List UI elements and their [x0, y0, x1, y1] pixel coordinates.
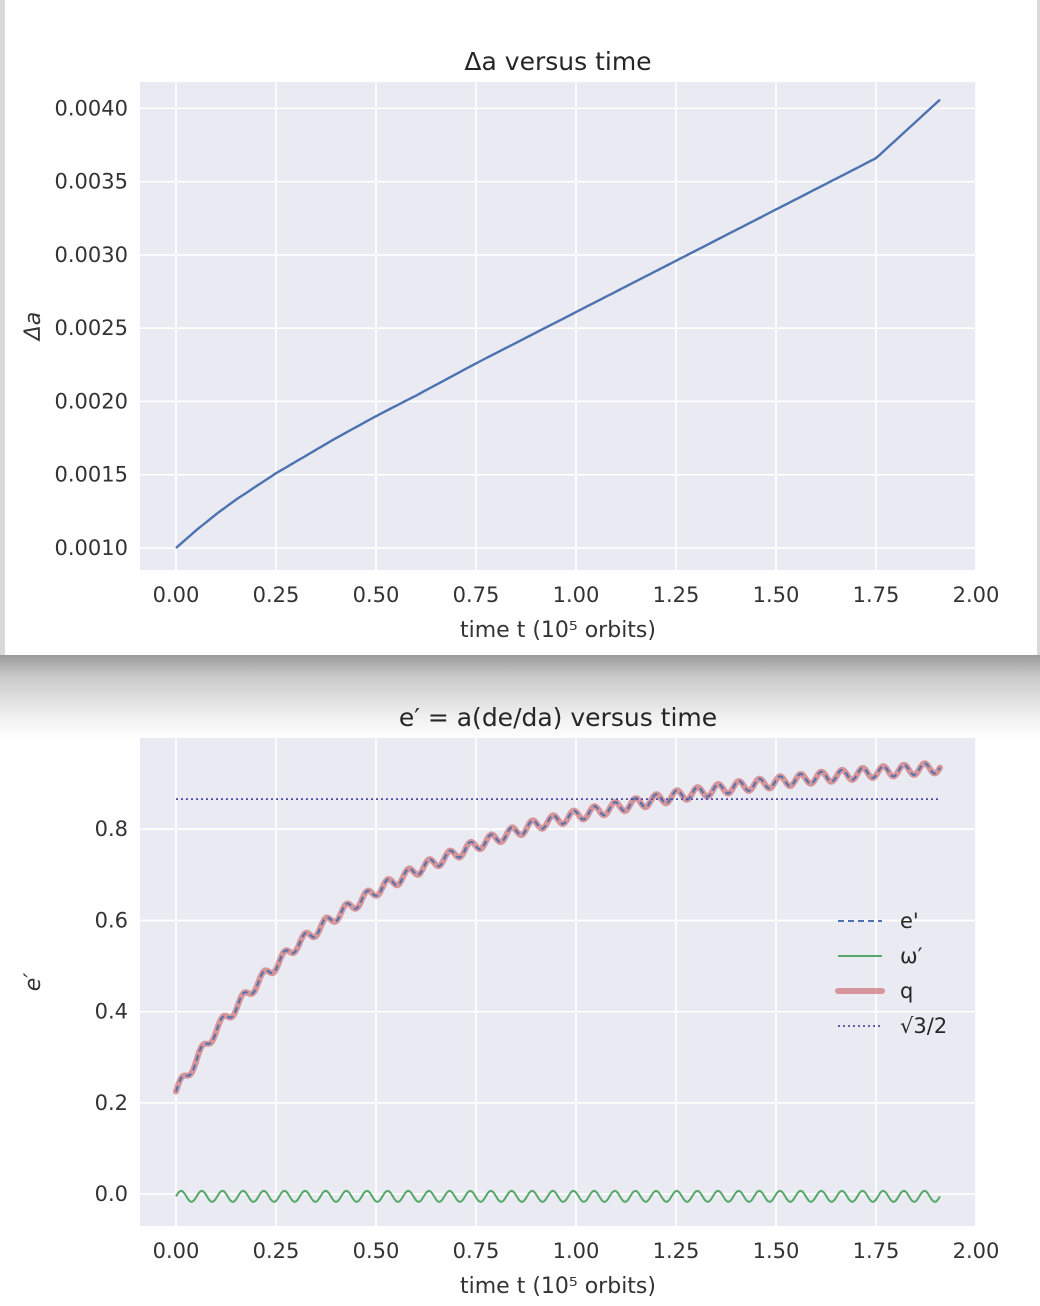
x-tick-label: 0.25 — [253, 583, 300, 607]
window-separator-shadow — [0, 655, 1040, 740]
y-tick-label: 0.0 — [95, 1182, 128, 1206]
x-tick-label: 1.00 — [553, 583, 600, 607]
x-tick-label: 1.00 — [553, 1239, 600, 1263]
e-prime-y-axis-label: e′ — [21, 973, 46, 992]
x-tick-label: 1.50 — [753, 583, 800, 607]
x-tick-label: 0.75 — [453, 1239, 500, 1263]
y-tick-label: 0.0020 — [55, 389, 128, 413]
delta-a-y-axis-label: Δa — [21, 312, 46, 343]
e-prime-series — [173, 760, 943, 1203]
omega-prime-line — [175, 1189, 941, 1203]
y-tick-label: 0.0040 — [55, 96, 128, 120]
legend-label: q — [900, 979, 913, 1003]
e-prime-line — [175, 762, 941, 1092]
e-prime-chart-title: e′ = a(de/da) versus time — [399, 703, 717, 732]
delta-a-y-ticks: 0.0010 0.0015 0.0020 0.0025 0.0030 0.0035 0.00… — [55, 96, 128, 560]
x-tick-label: 1.25 — [653, 583, 700, 607]
legend-label: √3/2 — [900, 1014, 947, 1038]
e-prime-grid — [140, 738, 977, 1226]
delta-a-series — [175, 98, 941, 549]
x-tick-label: 0.50 — [353, 1239, 400, 1263]
legend-label: e' — [900, 909, 919, 933]
y-tick-label: 0.0030 — [55, 243, 128, 267]
e-prime-x-axis-label: time t (10⁵ orbits) — [460, 1274, 656, 1299]
x-tick-label: 2.00 — [953, 583, 1000, 607]
delta-a-x-axis-label: time t (10⁵ orbits) — [460, 618, 656, 643]
delta-a-axes-background — [140, 82, 976, 570]
e-prime-legend: e' ω′ q √3/2 — [835, 909, 947, 1038]
x-tick-label: 0.50 — [353, 583, 400, 607]
delta-a-grid — [140, 82, 977, 570]
x-tick-label: 0.25 — [253, 1239, 300, 1263]
x-tick-label: 1.25 — [653, 1239, 700, 1263]
y-tick-label: 0.6 — [95, 908, 128, 932]
y-tick-label: 0.0010 — [55, 536, 128, 560]
y-tick-label: 0.2 — [95, 1091, 128, 1115]
legend-label: ω′ — [900, 944, 923, 968]
x-tick-label: 0.00 — [153, 583, 200, 607]
window-edge-left — [0, 0, 5, 655]
delta-a-line — [175, 98, 941, 549]
delta-a-chart: 0.00 0.25 0.50 0.75 1.00 1.25 1.50 1.75 2.00 0.0… — [21, 47, 999, 643]
delta-a-x-ticks: 0.00 0.25 0.50 0.75 1.00 1.25 1.50 1.75 2.00 — [153, 583, 1000, 607]
e-prime-x-ticks: 0.00 0.25 0.50 0.75 1.00 1.25 1.50 1.75 2.00 — [153, 1239, 1000, 1263]
e-prime-chart: 0.00 0.25 0.50 0.75 1.00 1.25 1.50 1.75 2.00 0.0… — [21, 703, 999, 1299]
e-prime-y-ticks: 0.0 0.2 0.4 0.6 0.8 — [95, 817, 128, 1206]
delta-a-chart-title: Δa versus time — [464, 47, 651, 76]
x-tick-label: 0.75 — [453, 583, 500, 607]
x-tick-label: 1.50 — [753, 1239, 800, 1263]
y-tick-label: 0.8 — [95, 817, 128, 841]
x-tick-label: 1.75 — [853, 1239, 900, 1263]
x-tick-label: 2.00 — [953, 1239, 1000, 1263]
y-tick-label: 0.4 — [95, 1000, 128, 1024]
e-prime-axes-background — [140, 738, 976, 1226]
y-tick-label: 0.0015 — [55, 463, 128, 487]
window-edge-right — [1037, 0, 1040, 655]
x-tick-label: 0.00 — [153, 1239, 200, 1263]
y-tick-label: 0.0035 — [55, 170, 128, 194]
x-tick-label: 1.75 — [853, 583, 900, 607]
y-tick-label: 0.0025 — [55, 316, 128, 340]
